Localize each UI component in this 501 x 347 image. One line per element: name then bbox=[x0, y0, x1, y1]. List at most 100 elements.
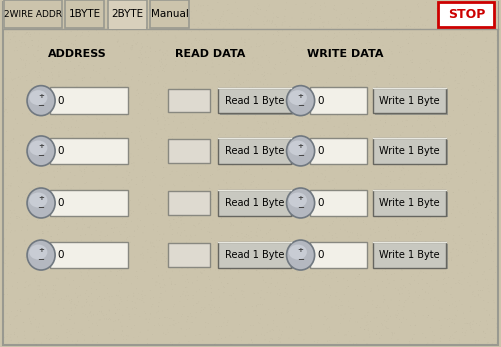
Point bbox=[155, 238, 163, 243]
Point bbox=[75, 63, 83, 69]
Point bbox=[341, 333, 349, 338]
Point bbox=[245, 85, 254, 90]
Point bbox=[437, 31, 445, 37]
Point bbox=[170, 66, 178, 72]
Point bbox=[71, 154, 79, 159]
Point bbox=[378, 19, 386, 24]
Point bbox=[336, 250, 344, 255]
Point bbox=[105, 297, 113, 303]
Point bbox=[450, 238, 458, 244]
Point bbox=[266, 228, 274, 233]
Point bbox=[493, 202, 501, 207]
Point bbox=[232, 98, 240, 104]
Point bbox=[221, 335, 229, 340]
Point bbox=[35, 43, 43, 49]
Point bbox=[494, 5, 501, 11]
Point bbox=[488, 194, 496, 200]
Point bbox=[431, 257, 439, 263]
Point bbox=[28, 122, 36, 127]
Point bbox=[144, 7, 152, 12]
Point bbox=[432, 217, 440, 222]
Point bbox=[194, 148, 202, 154]
Point bbox=[15, 265, 23, 271]
Point bbox=[210, 71, 218, 77]
Point bbox=[223, 8, 231, 14]
Point bbox=[411, 79, 419, 85]
Point bbox=[362, 258, 370, 264]
Point bbox=[422, 97, 430, 103]
Point bbox=[473, 210, 481, 215]
Point bbox=[150, 227, 158, 232]
Point bbox=[6, 163, 14, 169]
Point bbox=[223, 17, 231, 23]
Point bbox=[35, 324, 43, 330]
Point bbox=[152, 174, 160, 180]
FancyBboxPatch shape bbox=[218, 138, 291, 164]
Point bbox=[111, 305, 119, 311]
Point bbox=[105, 331, 113, 337]
Point bbox=[235, 177, 243, 183]
Point bbox=[487, 210, 495, 215]
Point bbox=[207, 230, 215, 235]
Point bbox=[127, 218, 135, 224]
Point bbox=[365, 309, 373, 315]
Point bbox=[28, 43, 36, 48]
Point bbox=[83, 250, 91, 255]
Point bbox=[383, 17, 391, 23]
Point bbox=[348, 48, 356, 53]
Point bbox=[86, 32, 94, 37]
Point bbox=[283, 169, 291, 175]
Point bbox=[341, 130, 349, 136]
Point bbox=[81, 48, 89, 53]
Point bbox=[53, 37, 61, 42]
Point bbox=[455, 7, 463, 12]
Point bbox=[100, 262, 108, 268]
Point bbox=[152, 249, 160, 255]
Point bbox=[141, 311, 149, 316]
Point bbox=[277, 339, 285, 345]
Point bbox=[303, 146, 311, 152]
Point bbox=[63, 330, 71, 335]
Point bbox=[443, 137, 451, 142]
Point bbox=[50, 168, 58, 174]
Point bbox=[288, 125, 296, 130]
Point bbox=[1, 236, 9, 242]
Point bbox=[21, 40, 29, 45]
Point bbox=[147, 91, 155, 96]
Point bbox=[370, 192, 378, 197]
Point bbox=[296, 328, 304, 333]
Text: Manual: Manual bbox=[151, 9, 189, 19]
Point bbox=[254, 7, 262, 12]
Point bbox=[105, 316, 113, 322]
Point bbox=[215, 132, 223, 137]
Text: Write 1 Byte: Write 1 Byte bbox=[379, 198, 440, 208]
Point bbox=[283, 144, 291, 150]
Point bbox=[12, 30, 20, 35]
Point bbox=[214, 337, 222, 342]
Point bbox=[61, 108, 69, 114]
Point bbox=[147, 81, 155, 87]
Point bbox=[257, 197, 265, 202]
Point bbox=[57, 39, 65, 44]
Point bbox=[246, 13, 255, 18]
Point bbox=[120, 225, 128, 230]
Point bbox=[106, 266, 114, 272]
Point bbox=[156, 183, 164, 188]
Point bbox=[3, 129, 11, 135]
Point bbox=[221, 263, 229, 269]
Text: −: − bbox=[297, 101, 304, 110]
Point bbox=[195, 249, 203, 255]
Point bbox=[309, 164, 317, 170]
Point bbox=[13, 27, 21, 32]
Point bbox=[353, 340, 361, 346]
Point bbox=[188, 68, 196, 74]
Point bbox=[308, 257, 316, 263]
Point bbox=[217, 216, 225, 221]
Point bbox=[433, 17, 441, 22]
Point bbox=[113, 189, 121, 195]
Point bbox=[213, 79, 221, 84]
Point bbox=[223, 320, 231, 325]
Point bbox=[367, 9, 375, 15]
Point bbox=[5, 30, 13, 35]
Point bbox=[238, 26, 246, 32]
